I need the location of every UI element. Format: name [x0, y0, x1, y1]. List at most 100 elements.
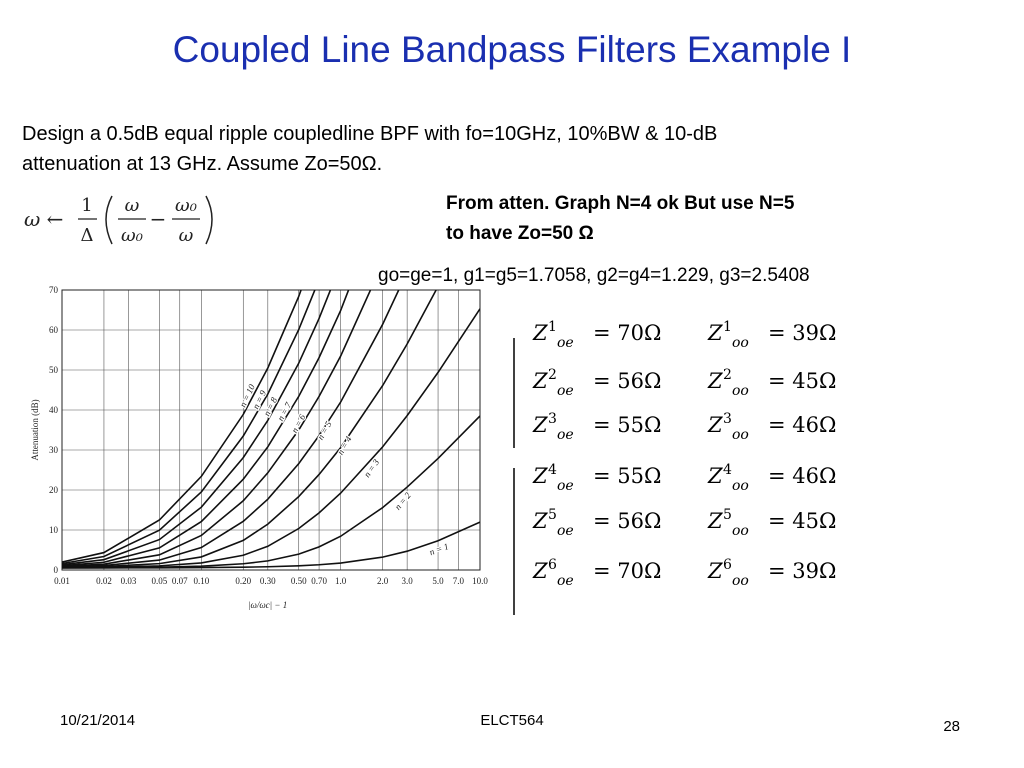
z-sub: oe — [557, 523, 574, 539]
x-tick-label: 0.20 — [235, 576, 251, 586]
z-sub: oe — [557, 427, 574, 443]
slide-title: Coupled Line Bandpass Filters Example I — [173, 29, 852, 70]
plot-frame — [61, 289, 481, 571]
curve — [62, 290, 438, 569]
z-value: = 46Ω — [768, 464, 836, 488]
z-sub: oe — [557, 335, 574, 351]
z-symbol: Z — [707, 464, 723, 488]
z-index: 4 — [548, 462, 557, 478]
z-value: = 39Ω — [768, 559, 836, 583]
x-tick-label: 0.70 — [311, 576, 327, 586]
z-sub: oo — [732, 335, 749, 351]
formula-text: Δ — [81, 225, 94, 246]
paren — [205, 195, 213, 245]
y-tick-label: 0 — [54, 565, 59, 575]
z-symbol: Z — [707, 321, 723, 345]
y-tick-label: 40 — [49, 405, 59, 415]
x-tick-label: 0.50 — [291, 576, 307, 586]
curve — [62, 290, 350, 567]
body-line: attenuation at 13 GHz. Assume Zo=50Ω. — [22, 153, 382, 175]
z-symbol: Z — [707, 509, 723, 533]
curve — [62, 290, 372, 568]
z-value: = 45Ω — [768, 369, 836, 393]
curve — [62, 290, 302, 563]
formula-text: ω — [125, 195, 140, 216]
x-tick-label: 0.02 — [96, 576, 112, 586]
x-axis-label: |ω/ωc| − 1 — [248, 600, 287, 610]
x-tick-label: 2.0 — [377, 576, 389, 586]
z-sub: oo — [732, 478, 749, 494]
z-value: = 39Ω — [768, 321, 836, 345]
note-line: From atten. Graph N=4 ok But use N=5 — [446, 193, 795, 214]
y-tick-label: 10 — [49, 525, 59, 535]
z-value: = 46Ω — [768, 413, 836, 437]
z-index: 1 — [548, 319, 557, 335]
z-symbol: Z — [532, 413, 548, 437]
z-sub: oe — [557, 573, 574, 589]
g-values: go=ge=1, g1=g5=1.7058, g2=g4=1.229, g3=2… — [378, 265, 810, 286]
z-value: = 70Ω — [593, 559, 661, 583]
z-symbol: Z — [707, 369, 723, 393]
z-index: 5 — [548, 507, 557, 523]
x-tick-label: 0.30 — [260, 576, 276, 586]
z-sub: oo — [732, 573, 749, 589]
z-index: 6 — [723, 557, 732, 573]
x-tick-label: 3.0 — [402, 576, 414, 586]
footer-date: 10/21/2014 — [60, 712, 135, 729]
x-tick-label: 7.0 — [453, 576, 465, 586]
z-symbol: Z — [707, 559, 723, 583]
footer-course: ELCT564 — [480, 712, 543, 729]
x-tick-label: 0.10 — [193, 576, 209, 586]
x-tick-label: 10.0 — [472, 576, 488, 586]
z-sub: oo — [732, 523, 749, 539]
z-index: 2 — [548, 367, 557, 383]
z-index: 3 — [723, 411, 732, 427]
curve — [62, 290, 332, 566]
z-value: = 70Ω — [593, 321, 661, 345]
z-symbol: Z — [532, 464, 548, 488]
z-value: = 56Ω — [593, 509, 661, 533]
z-index: 3 — [548, 411, 557, 427]
x-tick-label: 0.05 — [152, 576, 168, 586]
curve — [62, 290, 316, 565]
z-index: 6 — [548, 557, 557, 573]
z-sub: oe — [557, 383, 574, 399]
attenuation-chart: 0 10 20 30 40 50 60 70 0.01 0.02 0.03 0.05 0.07 0.10 0… — [30, 285, 488, 610]
z-symbol: Z — [532, 321, 548, 345]
z-value: = 45Ω — [768, 509, 836, 533]
z-value: = 55Ω — [593, 413, 661, 437]
footer-page: 28 — [943, 718, 960, 735]
paren — [105, 195, 113, 245]
formula-text: ω — [179, 225, 194, 246]
x-tick-label: 1.0 — [335, 576, 347, 586]
z-symbol: Z — [707, 413, 723, 437]
body-line: Design a 0.5dB equal ripple coupledline … — [22, 123, 717, 145]
y-tick-label: 50 — [49, 365, 59, 375]
z-index: 1 — [723, 319, 732, 335]
x-tick-label: 0.01 — [54, 576, 70, 586]
formula-text: 1 — [81, 195, 92, 216]
x-tick-label: 0.07 — [172, 576, 188, 586]
z-index: 2 — [723, 367, 732, 383]
y-tick-label: 30 — [49, 445, 59, 455]
x-tick-label: 5.0 — [432, 576, 444, 586]
formula-text: ω₀ — [121, 225, 143, 246]
z-symbol: Z — [532, 369, 548, 393]
z-sub: oo — [732, 427, 749, 443]
curve — [62, 308, 480, 569]
curve — [62, 290, 400, 568]
z-sub: oe — [557, 478, 574, 494]
formula-lhs: ω ← — [24, 207, 63, 231]
note-line: to have Zo=50 Ω — [446, 223, 594, 244]
z-sub: oo — [732, 383, 749, 399]
curve — [62, 415, 480, 569]
z-symbol: Z — [532, 509, 548, 533]
z-index: 5 — [723, 507, 732, 523]
formula-text: ω₀ — [175, 195, 197, 216]
y-tick-label: 60 — [49, 325, 59, 335]
z-index: 4 — [723, 462, 732, 478]
x-tick-label: 0.03 — [121, 576, 137, 586]
